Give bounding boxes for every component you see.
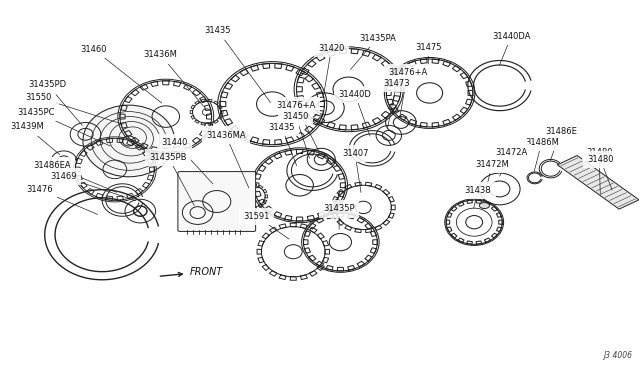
Text: 31591: 31591 — [243, 212, 289, 239]
Text: 31460: 31460 — [81, 45, 162, 103]
Text: 31435PC: 31435PC — [18, 108, 110, 146]
Ellipse shape — [83, 105, 175, 177]
Text: 31486EA: 31486EA — [33, 161, 116, 192]
Text: 31476+A: 31476+A — [388, 68, 428, 115]
Text: 31440: 31440 — [161, 138, 213, 184]
Text: 31436MA: 31436MA — [206, 131, 249, 188]
Text: 31476: 31476 — [26, 185, 98, 214]
Text: 31439M: 31439M — [10, 122, 60, 155]
Text: 31435: 31435 — [205, 26, 271, 103]
Text: J3 4006: J3 4006 — [604, 351, 632, 360]
Text: FRONT: FRONT — [160, 267, 223, 277]
Text: 31469: 31469 — [51, 172, 136, 201]
Text: 31420: 31420 — [318, 44, 345, 94]
Text: 31435P: 31435P — [323, 204, 355, 230]
Text: 31440D: 31440D — [339, 90, 371, 136]
Text: 31486M: 31486M — [525, 138, 559, 171]
Text: 31472M: 31472M — [475, 160, 509, 201]
Text: 31480: 31480 — [586, 148, 612, 194]
Text: 31436M: 31436M — [144, 51, 204, 106]
Text: 31435PA: 31435PA — [351, 34, 396, 70]
Text: 31407: 31407 — [342, 149, 368, 192]
Text: 31435PB: 31435PB — [150, 153, 195, 206]
Text: 31550: 31550 — [25, 93, 123, 124]
Text: 31476+A: 31476+A — [276, 101, 319, 151]
Circle shape — [479, 203, 490, 209]
FancyBboxPatch shape — [178, 171, 255, 231]
Text: 31440DA: 31440DA — [492, 32, 531, 65]
Text: 31435PD: 31435PD — [28, 80, 83, 126]
Text: 31480: 31480 — [587, 155, 614, 190]
Text: 31475: 31475 — [415, 43, 442, 65]
Text: 31472A: 31472A — [495, 148, 527, 176]
Polygon shape — [557, 155, 639, 209]
Text: 31438: 31438 — [465, 186, 492, 208]
Text: 31435: 31435 — [269, 123, 297, 166]
Text: 31486E: 31486E — [545, 127, 577, 160]
Text: 31450: 31450 — [283, 112, 310, 158]
Text: 31473: 31473 — [383, 79, 410, 129]
